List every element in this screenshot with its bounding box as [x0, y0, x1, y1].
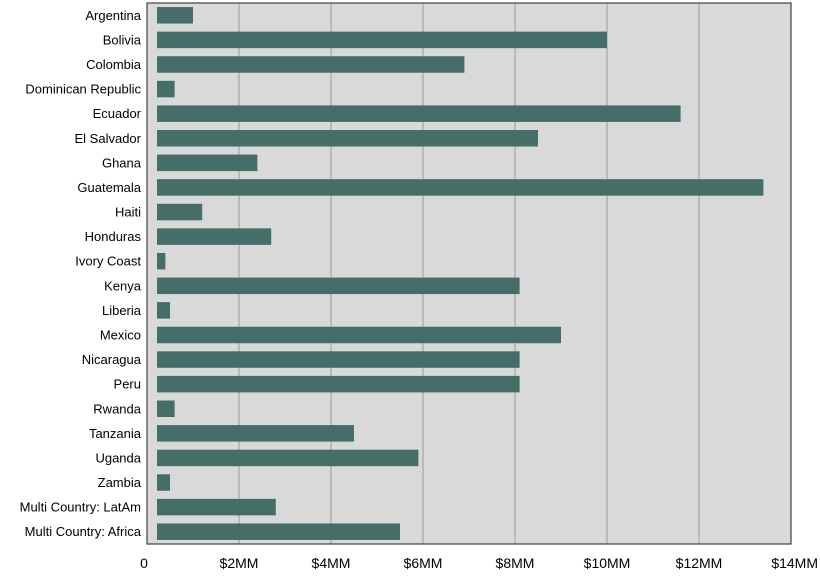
bar-19 [157, 474, 170, 491]
category-label-10: Ivory Coast [75, 254, 141, 269]
category-label-13: Mexico [100, 327, 141, 342]
category-label-2: Colombia [86, 57, 142, 72]
x-tick-label-2: $4MM [312, 555, 351, 571]
bar-16 [157, 400, 175, 417]
x-tick-labels: 0 $2MM $4MM $6MM $8MM $10MM $12MM $14MM [140, 555, 818, 571]
category-label-14: Nicaragua [82, 352, 142, 367]
bar-11 [157, 277, 520, 295]
x-tick-label-3: $6MM [404, 555, 443, 571]
category-label-21: Multi Country: Africa [25, 524, 142, 539]
category-label-19: Zambia [98, 475, 142, 490]
category-labels: Argentina Bolivia Colombia Dominican Republ… [20, 8, 142, 539]
category-label-6: Ghana [102, 155, 142, 170]
bar-17 [157, 425, 354, 442]
category-label-20: Multi Country: LatAm [20, 500, 141, 515]
category-label-18: Uganda [95, 450, 141, 465]
bar-5 [157, 130, 538, 147]
x-tick-label-6: $12MM [676, 555, 723, 571]
bar-13 [157, 326, 561, 344]
category-label-3: Dominican Republic [25, 82, 141, 97]
bar-2 [157, 56, 465, 73]
x-tick-label-4: $8MM [496, 555, 535, 571]
bar-8 [157, 203, 203, 221]
category-label-9: Honduras [85, 229, 142, 244]
category-label-11: Kenya [104, 278, 142, 293]
bar-15 [157, 375, 520, 393]
x-tick-label-1: $2MM [220, 555, 259, 571]
x-tick-label-7: $14MM [771, 555, 818, 571]
plot-frame [146, 2, 792, 545]
bar-21 [157, 523, 400, 540]
bar-6 [157, 154, 258, 172]
bar-0 [157, 7, 193, 24]
category-label-5: El Salvador [75, 131, 142, 146]
category-label-17: Tanzania [89, 426, 142, 441]
category-label-4: Ecuador [93, 106, 142, 121]
bar-4 [157, 105, 681, 122]
x-tick-label-0: 0 [140, 555, 148, 571]
x-tick-label-5: $10MM [584, 555, 631, 571]
bars [157, 7, 764, 540]
bar-9 [157, 228, 272, 245]
category-label-8: Haiti [115, 205, 141, 220]
bar-20 [157, 498, 276, 516]
bar-10 [157, 252, 166, 270]
category-label-1: Bolivia [103, 32, 142, 47]
category-label-7: Guatemala [77, 180, 141, 195]
bar-3 [157, 80, 175, 98]
gridlines [238, 3, 700, 544]
bar-14 [157, 351, 520, 368]
bar-7 [157, 179, 764, 196]
bar-1 [157, 31, 607, 49]
category-label-0: Argentina [85, 8, 141, 23]
category-label-15: Peru [114, 377, 141, 392]
bar-18 [157, 449, 419, 467]
bar-12 [157, 302, 170, 319]
category-label-16: Rwanda [93, 401, 141, 416]
category-label-12: Liberia [102, 303, 142, 318]
